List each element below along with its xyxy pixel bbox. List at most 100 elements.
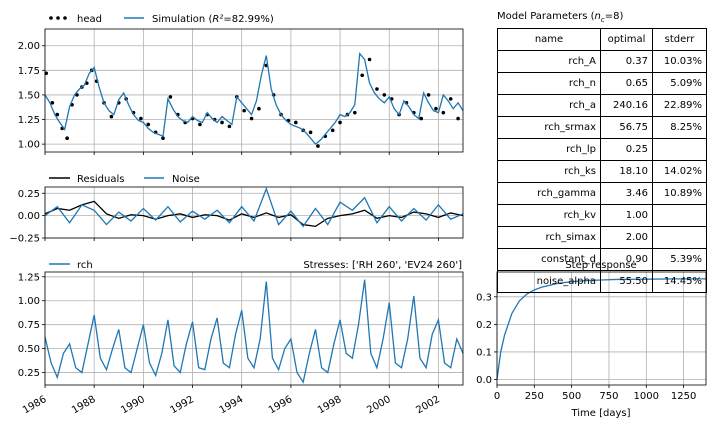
params-row: rch_gamma 3.46 10.89%	[497, 182, 707, 205]
params-cell-optimal: 55.50	[600, 270, 653, 293]
ytick-label: 0.2	[476, 320, 492, 331]
xtick-label: 1996	[267, 394, 295, 416]
head-point	[294, 120, 298, 125]
head-point	[198, 122, 202, 127]
params-column-optimal: optimal	[600, 28, 653, 51]
params-cell-stderr: 14.45%	[652, 270, 707, 293]
params-row: rch_srmax 56.75 8.25%	[497, 116, 707, 139]
params-cell-stderr: 14.02%	[652, 160, 707, 183]
params-cell-stderr: 5.39%	[652, 248, 707, 271]
params-cell-optimal: 240.16	[600, 94, 653, 117]
xtick-label: 1994	[218, 394, 246, 416]
residuals-legend: Residuals Noise	[49, 174, 200, 185]
head-point	[257, 106, 261, 111]
legend-rch: rch	[77, 260, 93, 271]
ytick-label: 0.50	[18, 344, 40, 355]
step-response-xlabel: Time [days]	[570, 408, 630, 419]
params-row: rch_kv 1.00	[497, 204, 707, 227]
xtick-label: 1000	[634, 391, 659, 402]
xtick-label: 1992	[168, 394, 196, 416]
params-title: Model Parameters (nc=8)	[497, 11, 624, 24]
params-table: name optimal stderr rch_A 0.37 10.03% rch_n 0.…	[497, 28, 707, 293]
params-cell-name: rch_simax	[497, 226, 601, 249]
head-point	[426, 93, 431, 97]
head-point	[227, 124, 232, 129]
model-fit-legend: head Simulation (R²=82.99%)	[49, 14, 274, 25]
ytick-label: 1.00	[18, 296, 40, 307]
params-cell-optimal: 1.00	[600, 204, 653, 227]
residuals-panel: 0.25 0.00 −0.25	[9, 186, 464, 245]
model-fit-panel: 1.00 1.25 1.50 1.75 2.00	[18, 28, 464, 155]
xtick-label: 750	[599, 391, 618, 402]
params-cell-name: rch_srmax	[497, 116, 601, 139]
ytick-label: 0.1	[476, 347, 492, 358]
xtick-label: 1990	[119, 394, 147, 416]
head-point	[382, 93, 387, 97]
head-point	[161, 136, 165, 141]
params-column-name: name	[497, 28, 601, 51]
head-point	[220, 120, 224, 125]
ytick-label: 0.3	[476, 292, 492, 303]
noise-line	[44, 186, 464, 228]
head-point	[249, 116, 254, 121]
params-cell-optimal: 0.25	[600, 138, 653, 161]
xtick-label: 0	[494, 391, 500, 402]
xtick-label: 1988	[70, 394, 98, 416]
ytick-label: 1.25	[18, 115, 40, 126]
response-line	[496, 278, 706, 380]
stresses-title: Stresses: ['RH 260', 'EV24 260']	[303, 260, 462, 271]
params-cell-name: rch_gamma	[497, 182, 601, 205]
params-cell-optimal: 18.10	[600, 160, 653, 183]
xtick-label: 1998	[316, 394, 344, 416]
legend-simulation: Simulation (R²=82.99%)	[152, 14, 274, 25]
ytick-label: 0.00	[18, 211, 40, 222]
params-cell-stderr	[652, 138, 707, 161]
params-cell-name: rch_n	[497, 72, 601, 95]
head-point	[65, 136, 69, 141]
params-cell-optimal: 0.65	[600, 72, 653, 95]
head-point	[55, 112, 60, 117]
params-column-stderr: stderr	[652, 28, 707, 51]
head-point	[316, 144, 320, 148]
params-cell-stderr: 10.03%	[652, 50, 707, 73]
ytick-label: 0.75	[18, 320, 40, 331]
params-cell-stderr	[652, 226, 707, 249]
ytick-label: 1.25	[18, 272, 40, 283]
legend-head: head	[77, 14, 102, 25]
params-cell-name: rch_kv	[497, 204, 601, 227]
head-point	[308, 130, 313, 135]
params-cell-optimal: 2.00	[600, 226, 653, 249]
xtick-label: 500	[562, 391, 581, 402]
head-point	[456, 116, 460, 121]
params-cell-name: noise_alpha	[497, 270, 601, 293]
ytick-label: 1.00	[18, 140, 40, 151]
head-point	[242, 108, 246, 113]
params-cell-name: rch_A	[497, 50, 601, 73]
head-point	[441, 110, 446, 115]
params-cell-optimal: 0.37	[600, 50, 653, 73]
axes-frame	[44, 28, 464, 153]
head-point	[448, 97, 453, 101]
params-header-row: name optimal stderr	[497, 28, 707, 51]
params-cell-name: rch_a	[497, 94, 601, 117]
head-point	[419, 116, 424, 121]
head-point	[338, 120, 342, 125]
head-point	[146, 122, 151, 127]
params-cell-stderr: 22.89%	[652, 94, 707, 117]
xtick-label: 2002	[414, 394, 442, 416]
params-cell-optimal: 56.75	[600, 116, 653, 139]
params-row: rch_ks 18.10 14.02%	[497, 160, 707, 183]
ytick-label: 1.50	[18, 90, 40, 101]
params-row: rch_simax 2.00	[497, 226, 707, 249]
simulation-line	[44, 51, 464, 146]
params-cell-optimal: 0.90	[600, 248, 653, 271]
params-cell-stderr: 8.25%	[652, 116, 707, 139]
params-cell-name: rch_lp	[497, 138, 601, 161]
legend-residuals: Residuals	[77, 174, 124, 185]
xtick-label: 1986	[21, 394, 49, 416]
ytick-label: 0.0	[476, 375, 492, 386]
params-row: noise_alpha 55.50 14.45%	[497, 270, 707, 293]
params-row: rch_n 0.65 5.09%	[497, 72, 707, 95]
axes-frame	[44, 271, 464, 386]
params-row: rch_a 240.16 22.89%	[497, 94, 707, 117]
